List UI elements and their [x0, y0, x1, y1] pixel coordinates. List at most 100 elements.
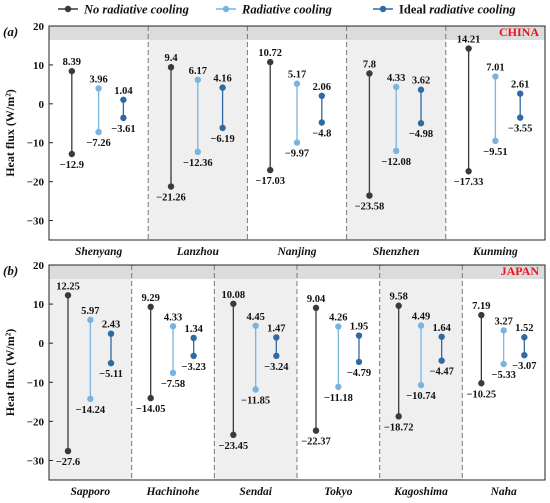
- max-point: [252, 322, 259, 329]
- min-point: [417, 119, 425, 127]
- min-value-label: −4.47: [429, 367, 453, 378]
- max-point: [517, 90, 524, 97]
- min-value-label: −17.03: [255, 176, 285, 187]
- legend: No radiative cooling Radiative cooling Ide…: [58, 3, 516, 17]
- category-label: Kagoshima: [393, 486, 448, 498]
- category-label: Lanzhou: [176, 246, 220, 258]
- legend-marker-2: [379, 5, 387, 13]
- max-point: [417, 86, 425, 93]
- min-value-label: −11.85: [241, 396, 270, 407]
- min-value-label: −11.18: [324, 393, 353, 404]
- max-point: [312, 304, 320, 312]
- max-value-label: 14.21: [457, 35, 481, 46]
- max-point: [465, 45, 472, 52]
- max-value-label: 12.25: [56, 281, 80, 292]
- min-point: [318, 119, 325, 126]
- max-point: [355, 332, 363, 339]
- max-value-label: 2.61: [511, 80, 529, 91]
- panel-japan: −30 −20 −10 0 10 20 Heat flux (W/m²) (b) JAPAN Sa…: [3, 260, 546, 498]
- top-band: [49, 265, 545, 279]
- max-point: [273, 334, 280, 341]
- max-value-label: 1.64: [432, 323, 451, 334]
- legend-label-1: Radiative cooling: [241, 3, 332, 17]
- min-value-label: −14.24: [76, 405, 106, 416]
- max-value-label: 7.01: [486, 63, 504, 74]
- max-point: [492, 73, 499, 80]
- max-value-label: 4.49: [412, 312, 430, 323]
- max-point: [478, 311, 485, 319]
- max-point: [417, 322, 425, 329]
- max-value-label: 2.06: [313, 82, 331, 93]
- max-point: [95, 85, 102, 92]
- max-value-label: 4.33: [164, 312, 182, 323]
- min-point: [194, 148, 201, 156]
- min-value-label: −7.26: [86, 138, 110, 149]
- max-point: [68, 67, 76, 75]
- max-point: [190, 334, 197, 342]
- max-point: [147, 303, 154, 311]
- category-label: Nanjing: [277, 246, 317, 258]
- panel-label: (a): [3, 24, 18, 39]
- min-value-label: −12.36: [183, 158, 213, 169]
- max-value-label: 9.04: [307, 294, 326, 305]
- y-axis-label: Heat flux (W/m²): [3, 89, 17, 177]
- category-label: Kunming: [472, 246, 518, 258]
- y-tick-label: 10: [33, 299, 45, 311]
- min-point: [267, 166, 274, 174]
- max-point: [335, 323, 342, 330]
- top-band: [49, 26, 545, 40]
- plot-frame: [48, 264, 546, 481]
- max-value-label: 5.17: [288, 70, 306, 81]
- min-value-label: −7.58: [161, 379, 185, 390]
- max-value-label: 3.96: [89, 74, 107, 85]
- min-point: [68, 150, 76, 158]
- min-value-label: −10.74: [406, 391, 436, 402]
- y-tick-label: −10: [27, 377, 45, 389]
- min-value-label: −6.19: [210, 134, 234, 145]
- min-point: [230, 431, 237, 439]
- category-label: Shenzhen: [373, 246, 420, 258]
- max-value-label: 3.27: [494, 316, 512, 327]
- max-value-label: 1.47: [267, 323, 285, 334]
- legend-label-word: Ideal: [399, 3, 429, 17]
- min-value-label: −21.26: [156, 193, 186, 204]
- max-point: [366, 70, 373, 77]
- min-point: [465, 168, 472, 175]
- min-point: [312, 427, 320, 434]
- max-value-label: 4.45: [246, 312, 264, 323]
- y-tick-label: −20: [27, 416, 45, 428]
- min-value-label: −3.07: [512, 361, 536, 372]
- y-tick-label: −10: [27, 138, 45, 150]
- max-value-label: 4.33: [387, 73, 405, 84]
- min-value-label: −23.58: [355, 202, 385, 213]
- plot-frame: [48, 25, 546, 241]
- min-value-label: −5.11: [99, 369, 123, 380]
- legend-label-2: Ideal radiative cooling: [399, 3, 516, 17]
- y-axis-label: Heat flux (W/m²): [3, 329, 17, 417]
- y-tick-label: −30: [27, 455, 45, 467]
- min-point: [190, 352, 197, 360]
- min-point: [417, 381, 425, 389]
- min-value-label: −14.05: [136, 404, 166, 415]
- min-point: [120, 114, 127, 122]
- max-point: [167, 64, 175, 71]
- min-value-label: −12.9: [60, 160, 84, 171]
- max-value-label: 1.52: [515, 323, 533, 334]
- min-point: [393, 147, 400, 155]
- min-point: [293, 139, 301, 146]
- country-label: JAPAN: [501, 264, 540, 278]
- min-point: [492, 137, 499, 145]
- min-value-label: −5.33: [491, 370, 515, 381]
- max-value-label: 1.04: [114, 86, 133, 97]
- max-point: [267, 58, 274, 66]
- max-point: [438, 333, 445, 340]
- min-point: [252, 386, 259, 393]
- max-point: [219, 84, 226, 91]
- min-point: [395, 413, 402, 420]
- min-point: [95, 128, 102, 136]
- max-point: [395, 302, 402, 309]
- max-value-label: 5.97: [81, 306, 99, 317]
- max-value-label: 2.43: [102, 320, 120, 331]
- min-point: [521, 351, 528, 359]
- min-value-label: −10.25: [467, 389, 497, 400]
